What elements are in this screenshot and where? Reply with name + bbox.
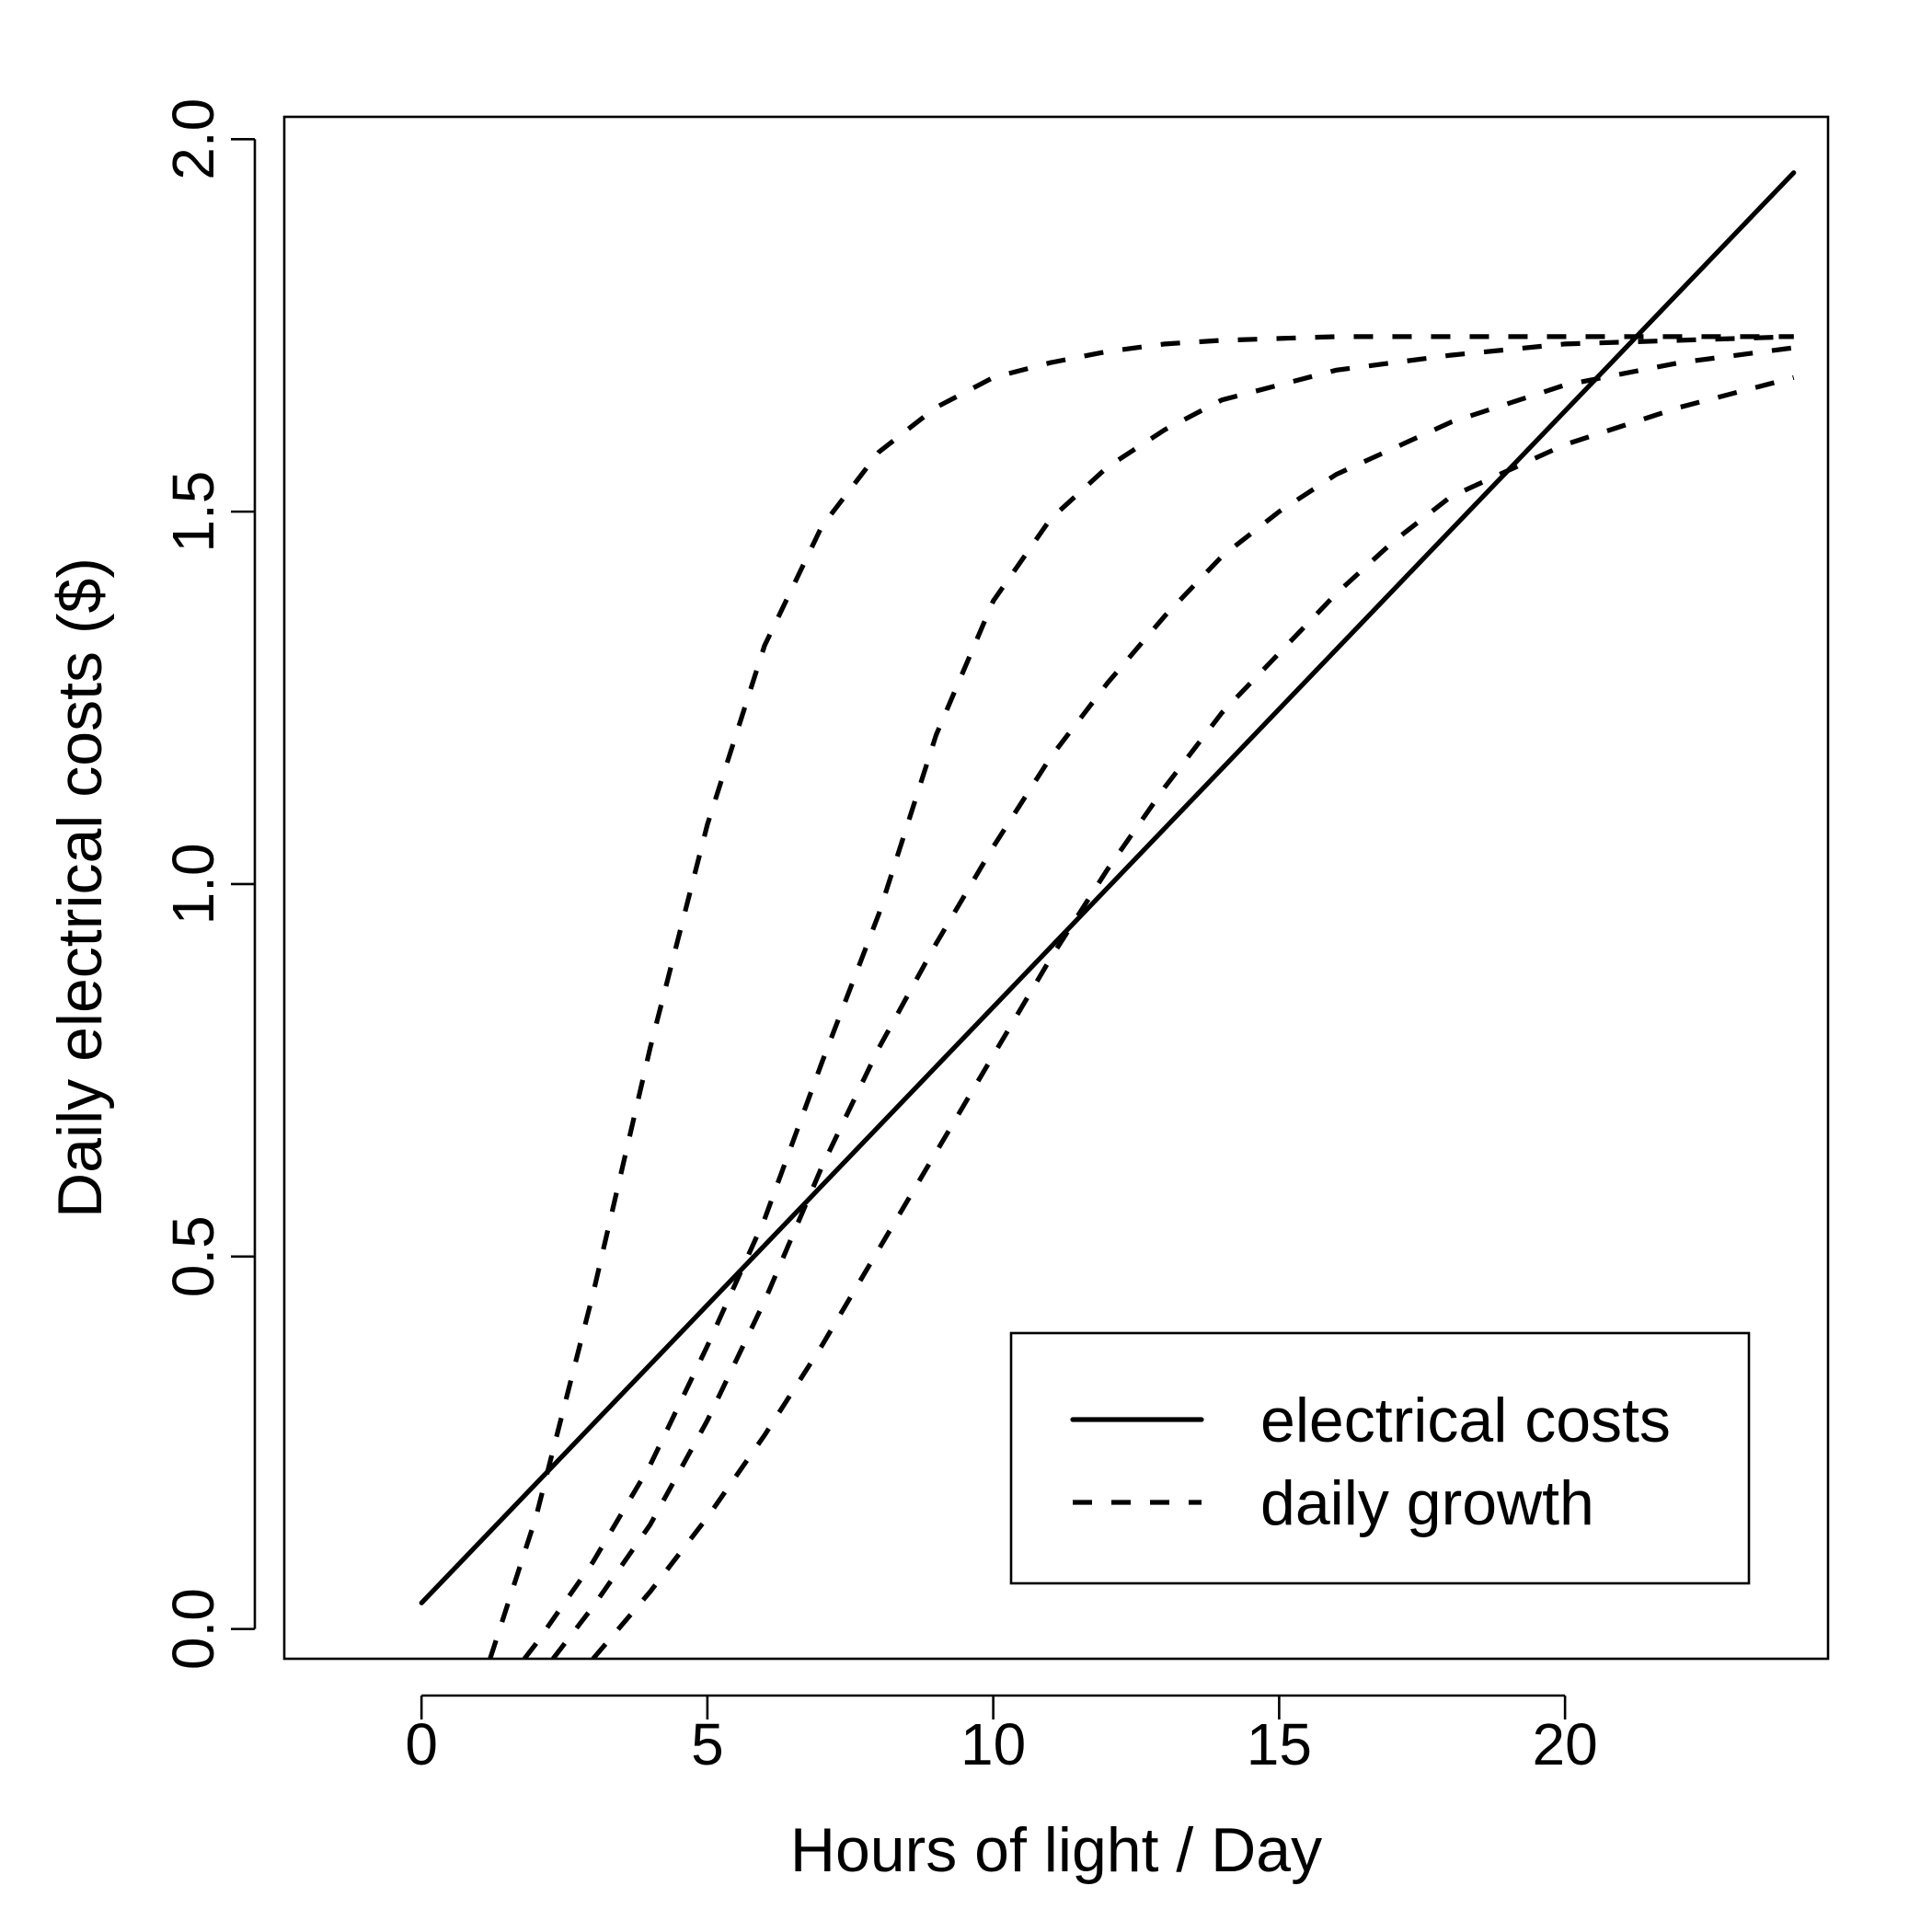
y-tick-label: 0.0 [160,1588,226,1670]
x-axis: 0 5 10 15 20 [405,1694,1598,1777]
series-electrical-costs-line [419,170,1797,1605]
legend: electrical costs daily growth [1009,1331,1751,1585]
y-tick-label: 1.0 [160,843,226,925]
series-daily-growth-curve-1 [488,334,1794,1659]
y-axis-title: Daily electrical costs ($) [45,558,115,1218]
x-tick-label: 0 [405,1711,438,1777]
plot-frame [282,115,1830,1661]
series-daily-growth-curve-3 [551,345,1795,1659]
y-tick-label: 1.5 [160,471,226,553]
series-daily-growth-curve-2 [522,334,1794,1659]
x-tick-label: 20 [1533,1711,1598,1777]
legend-box [1009,1331,1751,1585]
series-layer [419,170,1797,1659]
y-tick-label: 2.0 [160,98,226,180]
y-axis: 0.0 0.5 1.0 1.5 2.0 [160,98,257,1670]
y-tick-label: 0.5 [160,1215,226,1297]
series-daily-growth-curve-4 [591,374,1795,1659]
legend-label-electrical-costs: electrical costs [1260,1386,1671,1455]
x-tick-label: 10 [960,1711,1026,1777]
legend-label-daily-growth: daily growth [1260,1468,1594,1538]
x-tick-label: 5 [691,1711,724,1777]
x-axis-title: Hours of light / Day [790,1815,1322,1885]
x-tick-label: 15 [1247,1711,1312,1777]
